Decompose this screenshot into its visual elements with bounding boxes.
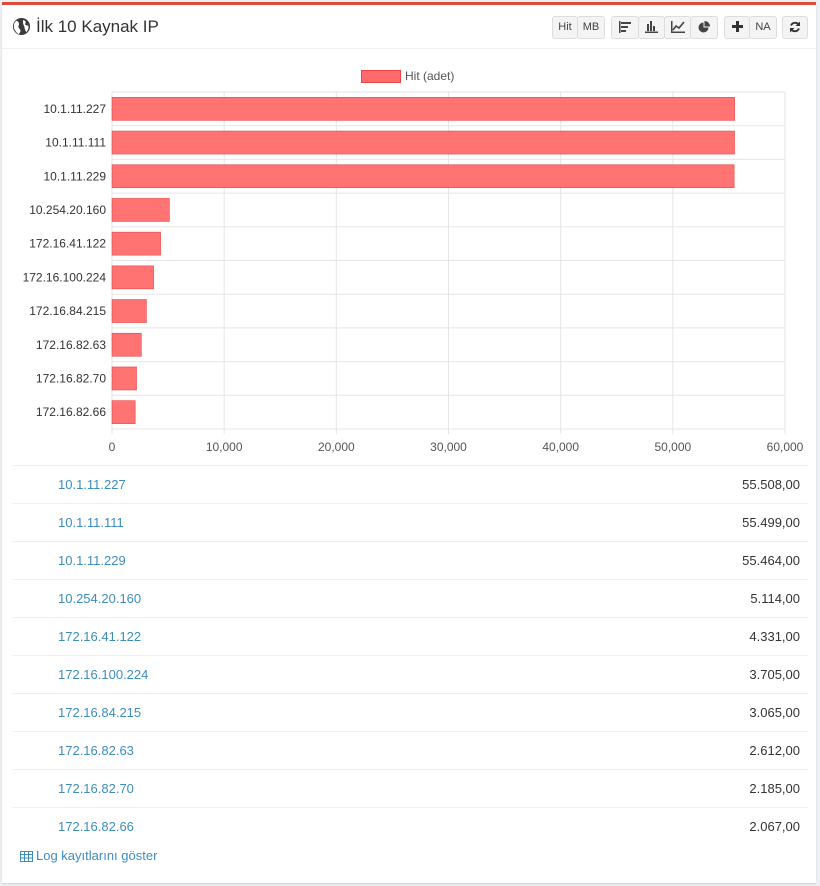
legend-swatch [361, 70, 401, 83]
hit-value: 2.067,00 [749, 819, 800, 834]
show-log-records-link[interactable]: Log kayıtlarını göster [20, 848, 157, 863]
ip-hit-table: 10.1.11.227 55.508,00 10.1.11.111 55.499,00… [12, 465, 808, 845]
category-label: 10.1.11.227 [43, 102, 106, 116]
hit-button[interactable]: Hit [552, 16, 578, 39]
table-row: 172.16.100.224 3.705,00 [12, 655, 808, 693]
ip-link[interactable]: 172.16.82.63 [58, 743, 134, 758]
table-row: 172.16.82.70 2.185,00 [12, 769, 808, 807]
hit-value: 2.612,00 [749, 743, 800, 758]
mb-button[interactable]: MB [577, 16, 605, 39]
ip-link[interactable]: 172.16.41.122 [58, 629, 142, 644]
table-row: 10.1.11.229 55.464,00 [12, 541, 808, 579]
refresh-icon [790, 21, 800, 33]
vertical-bar-chart-button[interactable] [638, 16, 665, 39]
hit-value: 5.114,00 [750, 591, 800, 606]
globe-icon [12, 17, 31, 36]
hit-value: 3.705,00 [749, 667, 800, 682]
ip-link[interactable]: 172.16.84.215 [58, 705, 142, 720]
hit-value: 55.508,00 [742, 477, 800, 492]
category-label: 172.16.82.66 [36, 405, 106, 419]
category-label: 172.16.82.63 [36, 338, 106, 352]
category-label: 172.16.100.224 [23, 270, 107, 284]
refresh-button[interactable] [782, 16, 808, 39]
horizontal-bar-chart-button[interactable] [611, 16, 639, 39]
category-label: 10.1.11.111 [45, 136, 106, 150]
x-tick-label: 30,000 [430, 440, 467, 454]
bar [111, 366, 137, 391]
category-label: 172.16.84.215 [29, 304, 106, 318]
x-tick-label: 40,000 [542, 440, 579, 454]
show-log-records-label: Log kayıtlarını göster [36, 848, 158, 863]
bar [111, 164, 735, 189]
legend-label: Hit (adet) [405, 69, 455, 83]
panel-title: İlk 10 Kaynak IP [36, 17, 159, 36]
table-row: 10.1.11.111 55.499,00 [12, 503, 808, 541]
bar [111, 198, 170, 222]
x-tick-label: 20,000 [318, 440, 355, 454]
category-label: 172.16.41.122 [29, 237, 106, 251]
bar [111, 265, 154, 290]
hit-value: 4.331,00 [749, 629, 800, 644]
line-chart-button[interactable] [664, 16, 691, 39]
pie-chart-icon [698, 21, 710, 33]
ip-link[interactable]: 172.16.82.66 [58, 819, 134, 834]
ip-link[interactable]: 172.16.82.70 [58, 781, 134, 796]
table-icon [20, 851, 33, 862]
hit-value: 2.185,00 [749, 781, 800, 796]
hit-bar-chart: 0 10,000 20,000 30,000 40,000 50,000 60,000 10.… [23, 91, 804, 454]
hit-value: 3.065,00 [749, 705, 800, 720]
ip-link[interactable]: 10.254.20.160 [58, 591, 142, 606]
ip-link[interactable]: 10.1.11.229 [58, 553, 126, 568]
category-label: 10.254.20.160 [29, 203, 106, 217]
panel-header: İlk 10 Kaynak IP Hit MB [2, 5, 816, 49]
x-tick-label: 10,000 [206, 440, 243, 454]
table-row: 172.16.84.215 3.065,00 [12, 693, 808, 731]
bar [111, 332, 142, 357]
bar [111, 400, 136, 424]
hit-value: 55.464,00 [742, 553, 800, 568]
line-chart-icon [670, 21, 685, 33]
hit-value: 55.499,00 [742, 515, 800, 530]
x-tick-label: 50,000 [654, 440, 691, 454]
category-label: 10.1.11.229 [43, 169, 106, 183]
table-row: 172.16.41.122 4.331,00 [12, 617, 808, 655]
table-row: 172.16.82.66 2.067,00 [12, 807, 808, 845]
table-row: 10.254.20.160 5.114,00 [12, 579, 808, 617]
table-row: 172.16.82.63 2.612,00 [12, 731, 808, 769]
ip-link[interactable]: 10.1.11.111 [58, 515, 124, 530]
pie-chart-button[interactable] [690, 16, 718, 39]
table-row: 10.1.11.227 55.508,00 [12, 465, 808, 503]
bar [111, 130, 735, 155]
na-button[interactable]: NA [749, 16, 777, 39]
bar [111, 97, 735, 121]
ip-link[interactable]: 172.16.100.224 [58, 667, 149, 682]
x-tick-label: 0 [109, 440, 116, 454]
bar [111, 299, 147, 323]
vertical-bar-chart-icon [645, 21, 658, 33]
ip-link[interactable]: 10.1.11.227 [58, 477, 126, 492]
category-label: 172.16.82.70 [36, 371, 106, 385]
plus-icon [731, 21, 743, 32]
bar [111, 231, 161, 256]
horizontal-bar-chart-icon [618, 21, 631, 33]
x-tick-label: 60,000 [767, 440, 804, 454]
add-button[interactable] [724, 16, 750, 39]
